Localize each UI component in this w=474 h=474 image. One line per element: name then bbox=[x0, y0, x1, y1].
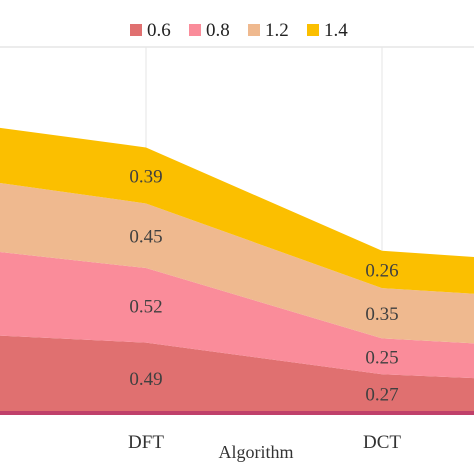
legend-swatch-0.6 bbox=[130, 24, 142, 36]
data-label-1.2-DCT: 0.35 bbox=[365, 304, 398, 325]
x-axis-title: Algorithm bbox=[219, 442, 294, 462]
area-series-1.2 bbox=[0, 183, 474, 344]
area-series-0.8 bbox=[0, 252, 474, 379]
legend: 0.6 0.8 1.2 1.4 bbox=[130, 20, 348, 41]
data-label-1.2-DFT: 0.45 bbox=[129, 227, 162, 248]
data-label-0.6-DFT: 0.49 bbox=[129, 369, 162, 390]
area-series-0.6 bbox=[0, 335, 474, 413]
data-label-0.6-DCT: 0.27 bbox=[365, 385, 398, 406]
data-labels: 0.49 0.27 0.52 0.25 0.45 0.35 0.39 0.26 bbox=[129, 166, 398, 405]
x-tick-label-DCT: DCT bbox=[363, 432, 401, 453]
legend-swatch-1.4 bbox=[307, 24, 319, 36]
legend-label-1.4: 1.4 bbox=[324, 20, 348, 41]
data-label-0.8-DCT: 0.25 bbox=[365, 347, 398, 368]
legend-swatch-1.2 bbox=[248, 24, 260, 36]
data-label-1.4-DCT: 0.26 bbox=[365, 260, 398, 281]
data-label-0.8-DFT: 0.52 bbox=[129, 296, 162, 317]
legend-label-1.2: 1.2 bbox=[265, 20, 289, 41]
x-tick-label-DFT: DFT bbox=[128, 432, 164, 453]
legend-swatch-0.8 bbox=[189, 24, 201, 36]
x-tick-labels: DFT DCT bbox=[128, 432, 401, 453]
legend-label-0.6: 0.6 bbox=[147, 20, 171, 41]
legend-label-0.8: 0.8 bbox=[206, 20, 230, 41]
area-series bbox=[0, 127, 474, 413]
area-series-1.4 bbox=[0, 127, 474, 294]
data-label-1.4-DFT: 0.39 bbox=[129, 166, 162, 187]
